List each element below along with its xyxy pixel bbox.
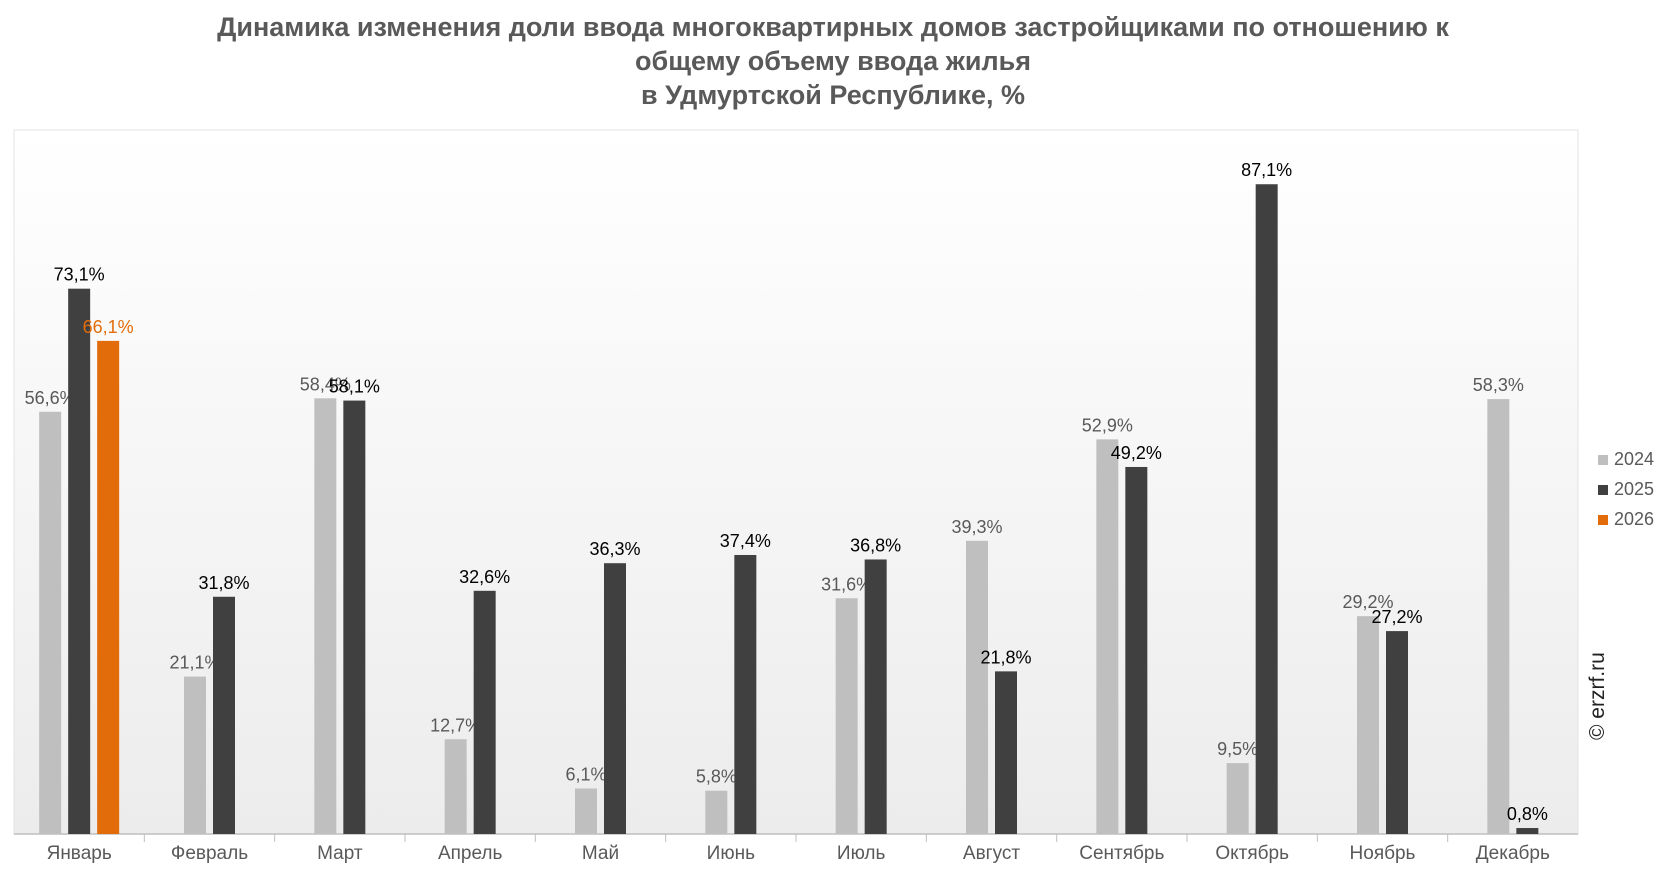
data-label: 6,1% [565, 764, 606, 784]
bar-2024 [575, 788, 597, 834]
bar-2025 [1386, 631, 1408, 834]
bar-2025 [1125, 466, 1148, 834]
data-label: 9,5% [1217, 739, 1258, 759]
legend-swatch-2025 [1598, 485, 1608, 495]
bar-2024 [705, 790, 728, 834]
x-tick-label: Апрель [438, 843, 503, 864]
bar-2025 [343, 400, 366, 834]
x-tick-label: Октябрь [1215, 843, 1289, 864]
data-label: 5,8% [696, 767, 737, 787]
bar-2024 [314, 398, 337, 834]
x-tick-label: Август [963, 843, 1020, 864]
chart-title-line-3: в Удмуртской Республике, % [640, 80, 1025, 110]
bar-2025 [1516, 828, 1539, 834]
plot-area [13, 129, 1579, 835]
data-label: 12,7% [430, 715, 481, 735]
chart-title: Динамика изменения доли ввода многокварт… [0, 10, 1666, 112]
bar-2026 [97, 340, 120, 834]
legend-label-2024: 2024 [1614, 449, 1654, 469]
x-tick-label: Январь [47, 843, 112, 864]
watermark: © erzrf.ru [1586, 652, 1609, 740]
data-label: 32,6% [459, 567, 510, 587]
data-label: 87,1% [1241, 160, 1292, 180]
data-label: 36,3% [589, 539, 640, 559]
bar-2024 [835, 598, 858, 834]
bar-2025 [213, 596, 235, 834]
x-tick-label: Сентябрь [1079, 843, 1164, 864]
data-label: 58,3% [1473, 375, 1524, 395]
bar-2025 [1255, 184, 1278, 834]
x-tick-label: Февраль [171, 843, 248, 864]
legend-label-2025: 2025 [1614, 479, 1654, 499]
bar-2025 [68, 288, 91, 834]
data-label: 58,4% [300, 374, 351, 394]
data-label: 27,2% [1371, 607, 1422, 627]
x-tick-label: Декабрь [1476, 843, 1550, 864]
bar-2024 [444, 739, 467, 834]
bar-2025 [473, 590, 496, 834]
x-tick-label: Ноябрь [1350, 843, 1416, 864]
data-label: 21,1% [169, 653, 220, 673]
x-tick-label: Май [582, 843, 619, 864]
bar-2024 [184, 676, 206, 834]
x-tick-label: Март [317, 843, 363, 864]
data-label: 49,2% [1111, 443, 1162, 463]
legend-swatch-2024 [1598, 455, 1608, 465]
data-label: 56,6% [25, 388, 76, 408]
legend-swatch-2026 [1598, 515, 1608, 525]
data-label: 21,8% [980, 647, 1031, 667]
bar-2025 [604, 563, 626, 834]
data-label: 66,1% [83, 317, 134, 337]
bar-2024 [966, 540, 988, 834]
bar-2024 [1226, 763, 1249, 834]
data-label: 29,2% [1342, 592, 1393, 612]
data-label: 73,1% [54, 265, 105, 285]
data-label: 37,4% [720, 531, 771, 551]
bar-2025 [734, 554, 757, 834]
bar-2024 [1096, 439, 1119, 834]
data-label: 39,3% [951, 517, 1002, 537]
data-label: 31,6% [821, 574, 872, 594]
bar-2024 [39, 411, 62, 834]
bar-2024 [1487, 399, 1510, 834]
chart-title-line-2: общему объему ввода жилья [635, 46, 1031, 76]
data-label: 0,8% [1507, 804, 1548, 824]
legend-label-2026: 2026 [1614, 509, 1654, 529]
x-tick-label: Июнь [707, 843, 755, 864]
data-label: 52,9% [1082, 415, 1133, 435]
bar-2025 [995, 671, 1017, 834]
bar-2024 [1357, 616, 1379, 834]
x-tick-label: Июль [837, 843, 886, 864]
data-label: 31,8% [198, 573, 249, 593]
data-label: 36,8% [850, 535, 901, 555]
bar-2025 [864, 559, 887, 834]
data-label: 58,1% [329, 377, 380, 397]
chart-title-line-1: Динамика изменения доли ввода многокварт… [217, 12, 1449, 42]
